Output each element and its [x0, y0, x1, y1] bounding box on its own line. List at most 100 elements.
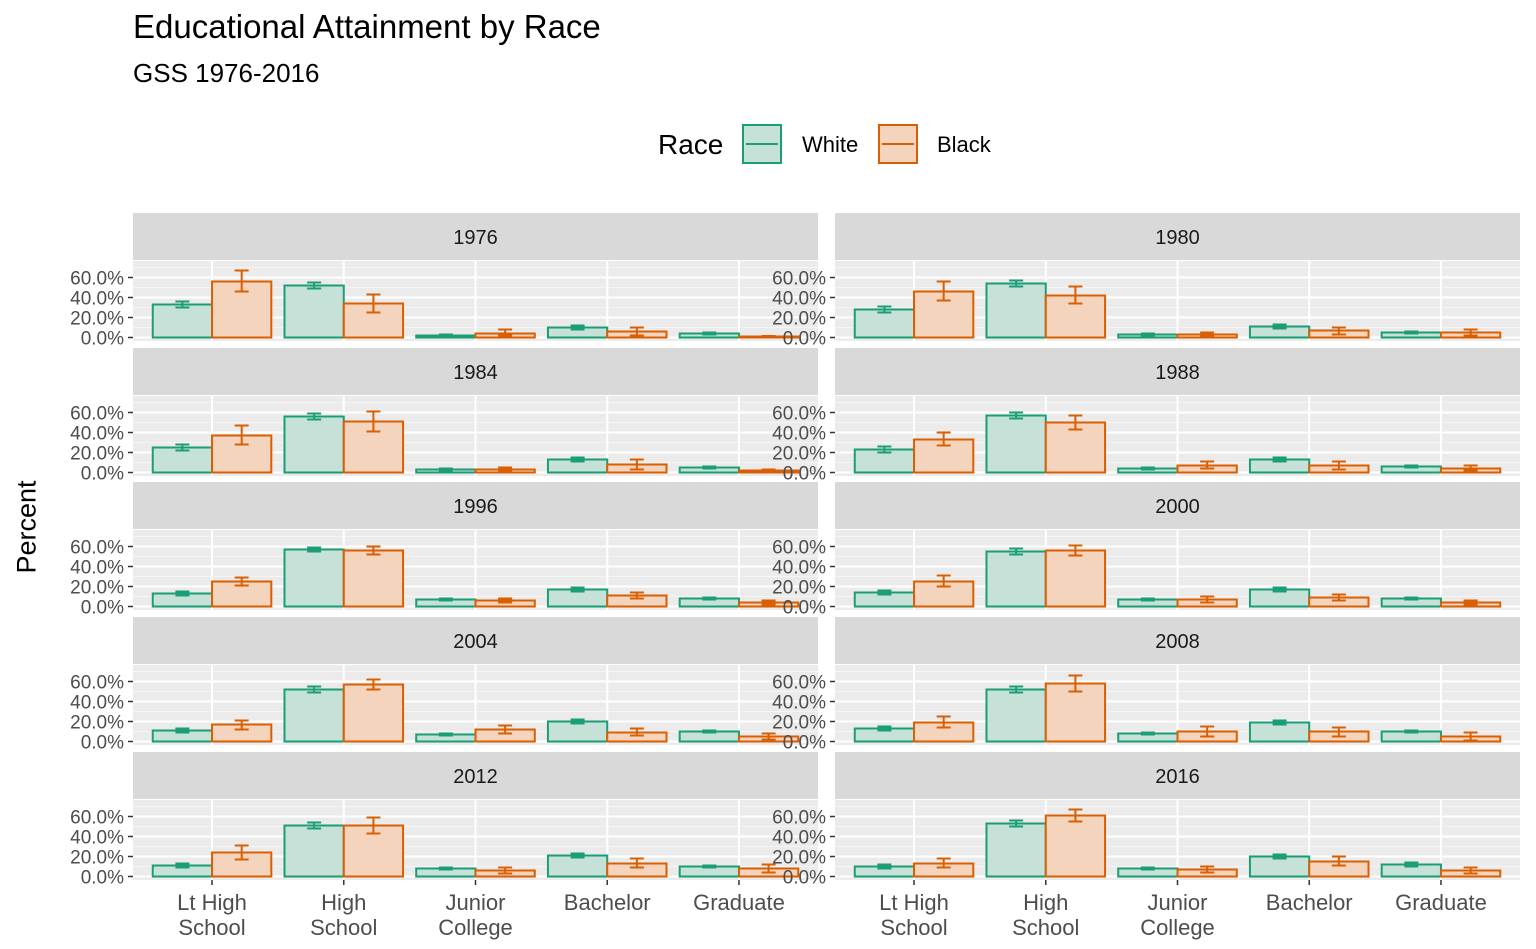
- y-tick-label: 40.0%: [70, 289, 124, 310]
- y-tick-label: 60.0%: [70, 808, 124, 829]
- x-tick-label: Graduate: [1395, 890, 1487, 915]
- legend-title: Race: [658, 129, 724, 160]
- facet-strip: [133, 617, 818, 664]
- y-tick-label: 0.0%: [81, 868, 124, 889]
- y-tick-label: 0.0%: [783, 329, 826, 350]
- x-tick-label: High: [1023, 890, 1068, 915]
- x-tick-label: School: [310, 915, 377, 940]
- facet-strip: [835, 213, 1520, 260]
- facet-strip-label: 1996: [453, 496, 498, 518]
- x-tick-label: Junior: [1148, 890, 1208, 915]
- facet-strip: [133, 348, 818, 395]
- y-tick-label: 20.0%: [70, 444, 124, 465]
- bar-black: [1044, 294, 1107, 339]
- y-tick-label: 40.0%: [70, 424, 124, 445]
- bar-white: [283, 688, 345, 743]
- bar-white: [283, 415, 345, 474]
- x-tick-label: School: [178, 915, 245, 940]
- y-tick-label: 0.0%: [81, 329, 124, 350]
- x-tick-label: Bachelor: [1266, 890, 1353, 915]
- facet-strip-label: 2016: [1155, 766, 1200, 788]
- facet-strip: [835, 617, 1520, 664]
- x-tick-label: College: [438, 915, 513, 940]
- y-tick-label: 60.0%: [70, 673, 124, 694]
- y-tick-label: 40.0%: [70, 558, 124, 579]
- facet-strip: [835, 348, 1520, 395]
- y-tick-label: 40.0%: [772, 424, 826, 445]
- x-tick-label: School: [880, 915, 947, 940]
- facet-strip: [835, 482, 1520, 529]
- bar-white: [985, 822, 1047, 878]
- y-tick-label: 0.0%: [783, 733, 826, 754]
- bar-white: [853, 308, 916, 339]
- x-tick-label: Lt High: [879, 890, 949, 915]
- bar-white: [546, 854, 609, 878]
- y-tick-label: 20.0%: [772, 713, 826, 734]
- y-tick-label: 20.0%: [70, 578, 124, 599]
- y-tick-label: 40.0%: [772, 828, 826, 849]
- y-tick-label: 40.0%: [772, 289, 826, 310]
- bar-white: [985, 414, 1047, 474]
- y-tick-label: 20.0%: [70, 713, 124, 734]
- y-tick-label: 0.0%: [81, 733, 124, 754]
- x-tick-label: Junior: [446, 890, 506, 915]
- bar-white: [985, 688, 1047, 743]
- facet-strip: [133, 752, 818, 799]
- bar-white: [151, 303, 214, 339]
- legend-label-white: White: [802, 132, 859, 157]
- facet-strip-label: 2012: [453, 766, 498, 788]
- x-tick-label: College: [1140, 915, 1215, 940]
- y-tick-label: 0.0%: [81, 598, 124, 619]
- legend-key-white-line: [746, 143, 778, 145]
- y-tick-label: 60.0%: [70, 538, 124, 559]
- bar-black: [1044, 421, 1107, 474]
- bar-white: [985, 550, 1047, 608]
- y-tick-label: 60.0%: [772, 404, 826, 425]
- facet-strip-label: 1980: [1155, 227, 1200, 249]
- y-tick-label: 40.0%: [70, 693, 124, 714]
- y-tick-label: 40.0%: [772, 693, 826, 714]
- y-tick-label: 60.0%: [772, 269, 826, 290]
- y-tick-label: 20.0%: [772, 578, 826, 599]
- chart-title: Educational Attainment by Race: [133, 8, 601, 45]
- y-tick-label: 0.0%: [783, 598, 826, 619]
- x-tick-label: Lt High: [177, 890, 247, 915]
- y-tick-label: 20.0%: [70, 309, 124, 330]
- y-tick-label: 0.0%: [81, 464, 124, 485]
- bar-black: [1044, 682, 1107, 743]
- legend-key-white: [742, 124, 782, 164]
- y-tick-label: 20.0%: [772, 848, 826, 869]
- facet-strip-label: 1976: [453, 227, 498, 249]
- x-tick-label: School: [1012, 915, 1079, 940]
- y-tick-label: 20.0%: [772, 309, 826, 330]
- bar-black: [342, 302, 405, 339]
- y-tick-label: 0.0%: [783, 464, 826, 485]
- y-tick-label: 40.0%: [772, 558, 826, 579]
- y-tick-label: 60.0%: [70, 404, 124, 425]
- facet-strip-label: 1984: [453, 362, 498, 384]
- facet-strip-label: 2008: [1155, 631, 1200, 653]
- bar-white: [283, 824, 345, 878]
- legend-key-black: [878, 124, 918, 164]
- bar-black: [1044, 814, 1107, 878]
- y-tick-label: 20.0%: [70, 848, 124, 869]
- legend-label-black: Black: [937, 132, 991, 157]
- y-tick-label: 60.0%: [70, 269, 124, 290]
- facet-strip-label: 2004: [453, 631, 498, 653]
- facet-strip: [133, 213, 818, 260]
- x-tick-label: Bachelor: [564, 890, 651, 915]
- y-tick-label: 60.0%: [772, 808, 826, 829]
- y-tick-label: 60.0%: [772, 673, 826, 694]
- y-tick-label: 0.0%: [783, 868, 826, 889]
- chart-subtitle: GSS 1976-2016: [133, 58, 320, 88]
- facet-strip: [835, 752, 1520, 799]
- bar-white: [283, 284, 345, 339]
- bar-white: [151, 446, 214, 474]
- facet-strip: [133, 482, 818, 529]
- bar-black: [1044, 549, 1107, 608]
- bar-black: [342, 549, 405, 608]
- x-tick-label: High: [321, 890, 366, 915]
- facet-strip-label: 2000: [1155, 496, 1200, 518]
- y-tick-label: 60.0%: [772, 538, 826, 559]
